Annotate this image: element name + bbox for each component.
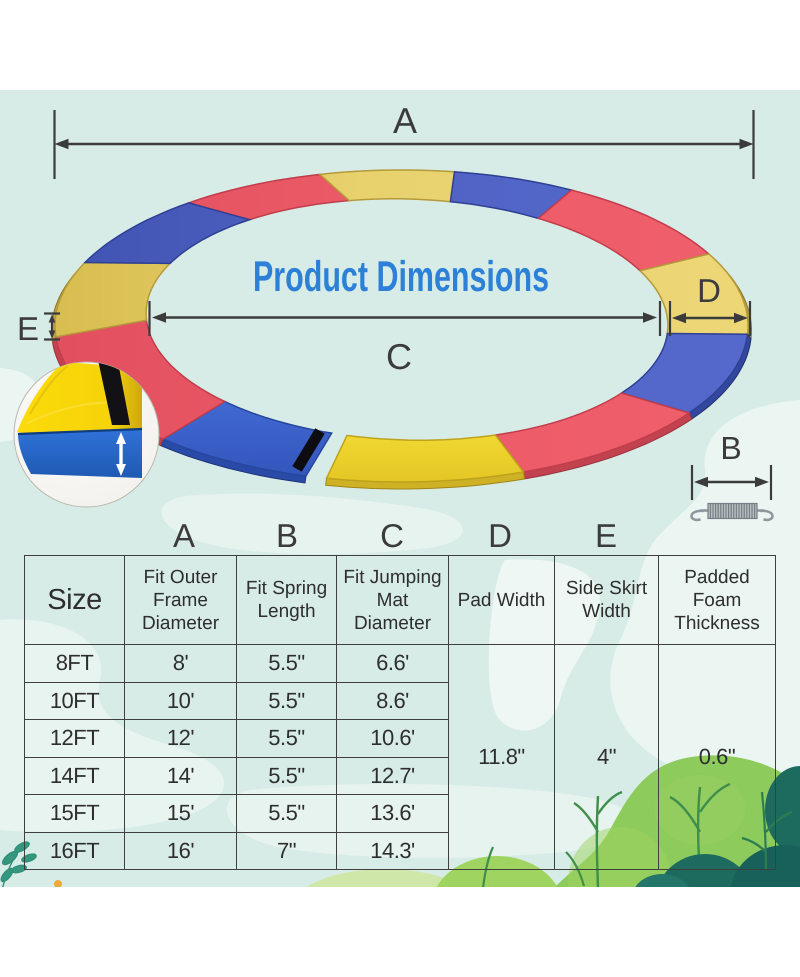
svg-text:B: B: [276, 517, 298, 554]
svg-text:B: B: [720, 430, 741, 466]
svg-text:A: A: [393, 100, 417, 141]
svg-text:A: A: [173, 517, 195, 554]
svg-text:Product Dimensions: Product Dimensions: [253, 253, 549, 301]
svg-text:D: D: [697, 272, 721, 309]
svg-text:C: C: [386, 336, 412, 377]
svg-text:C: C: [380, 517, 404, 554]
svg-text:E: E: [595, 517, 617, 554]
svg-text:E: E: [17, 310, 39, 347]
svg-text:D: D: [488, 517, 512, 554]
